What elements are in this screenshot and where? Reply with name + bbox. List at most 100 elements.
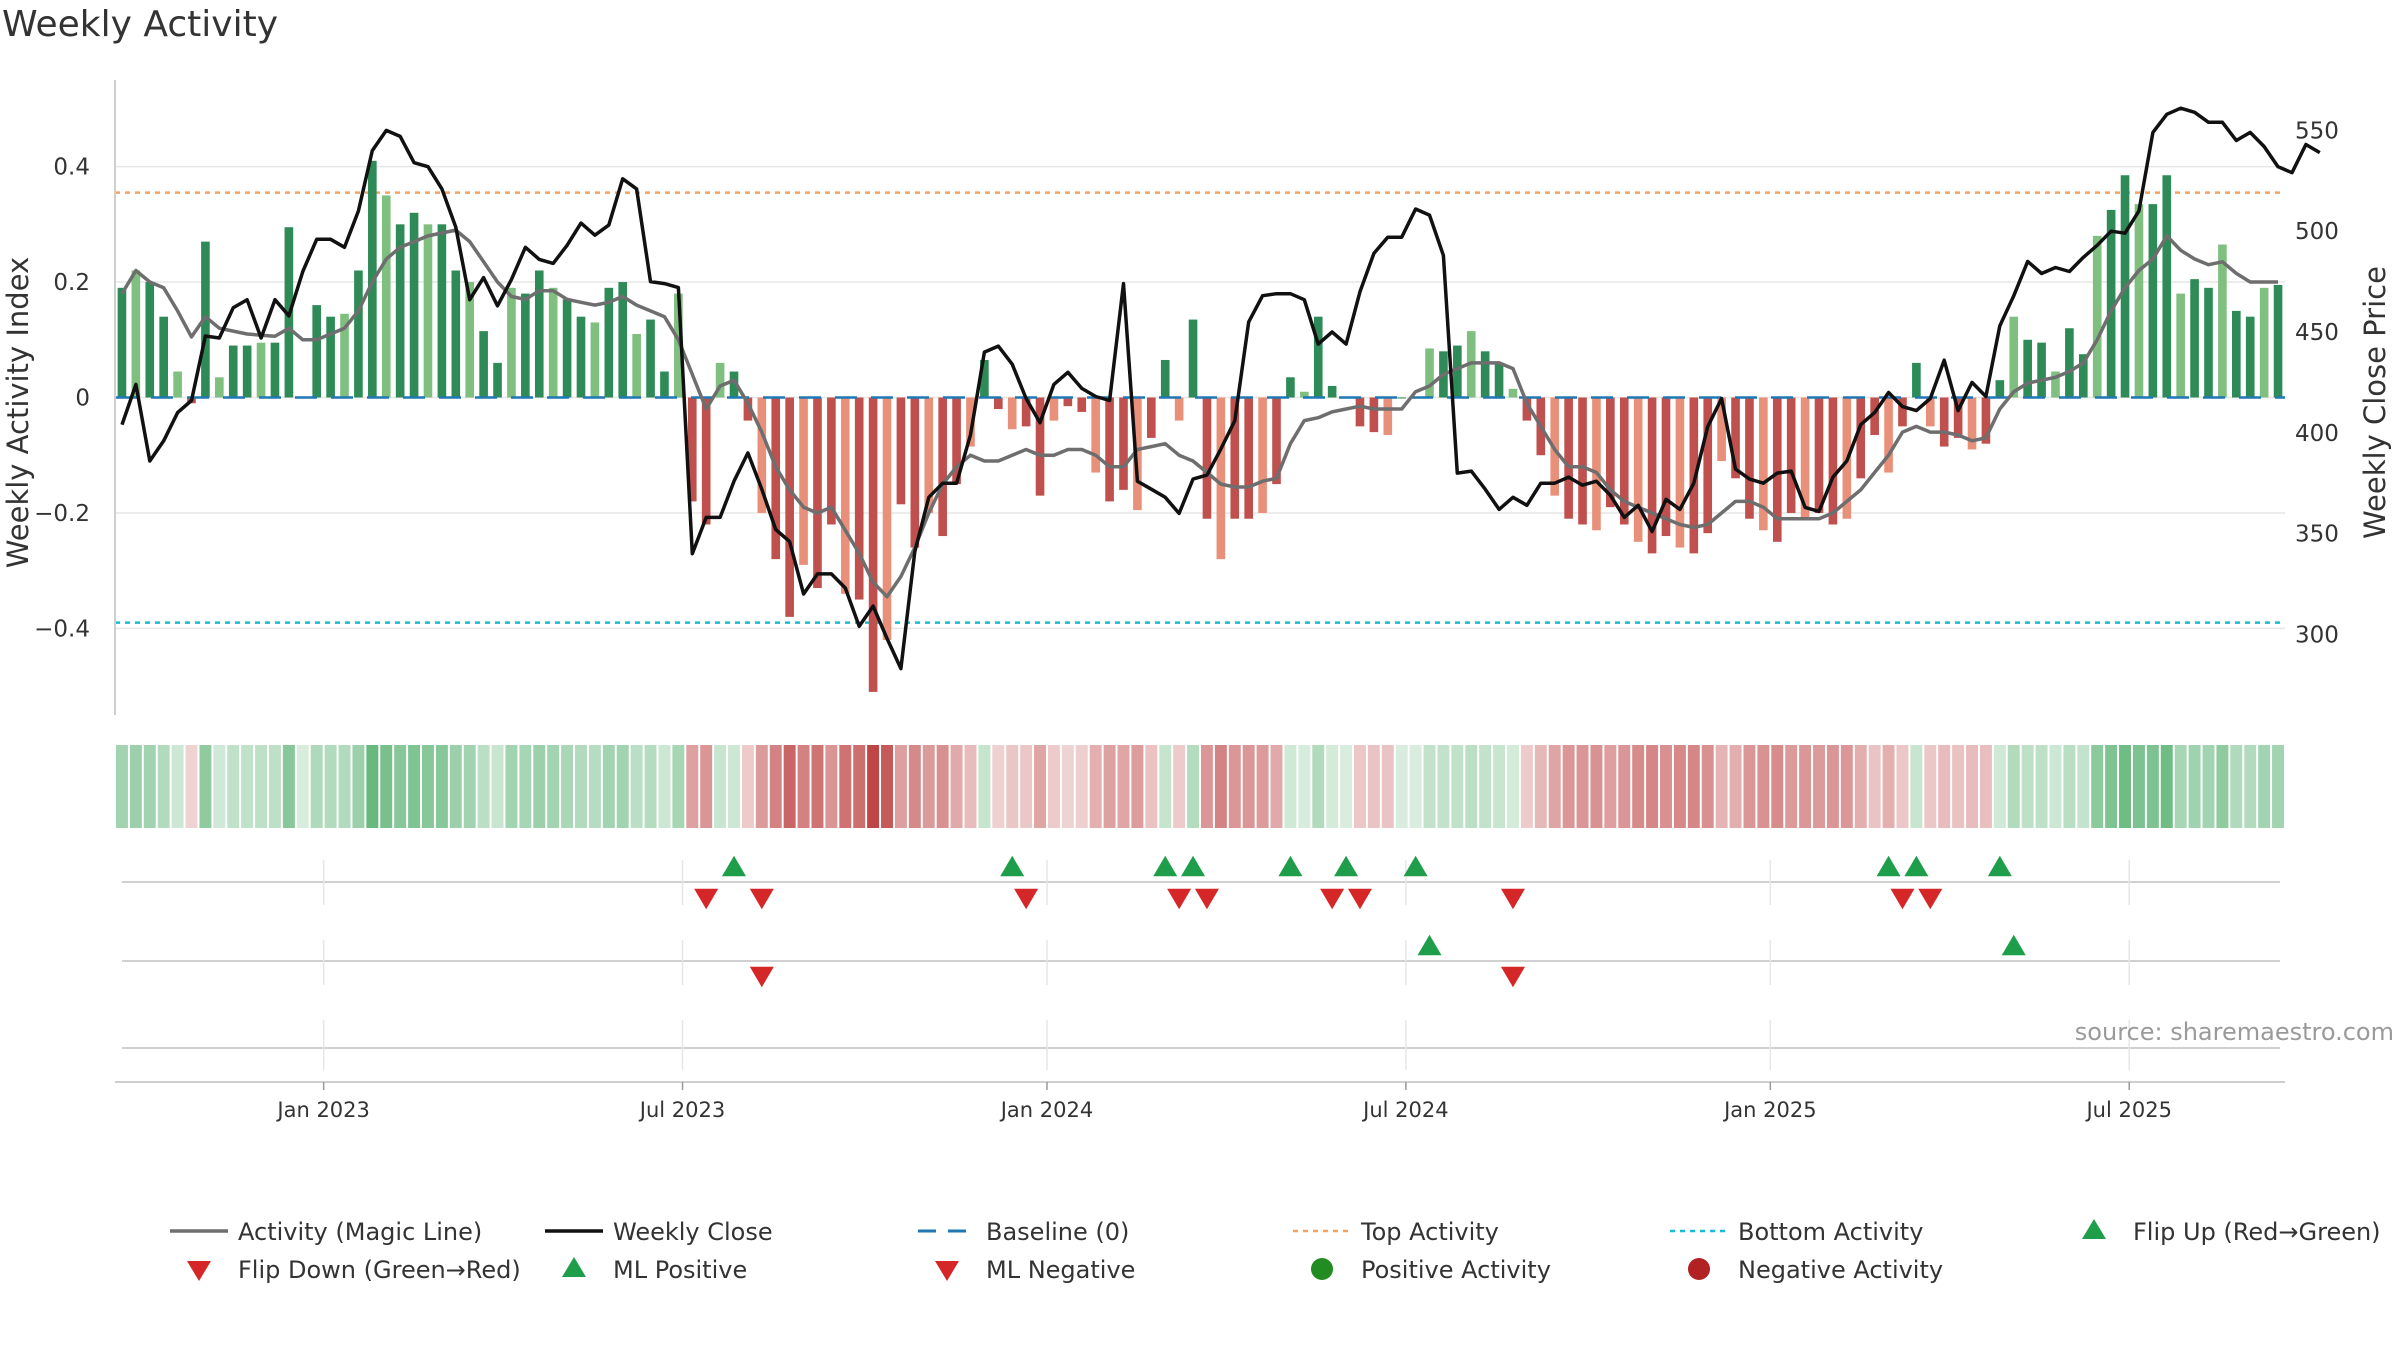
activity-bar [1578,397,1587,525]
heat-strip-cell [2146,745,2159,828]
heat-strip-cell [1493,745,1506,828]
activity-bar [1856,397,1866,479]
heat-strip-cell [408,745,421,828]
legend-item-magic: Activity (Magic Line) [170,1218,482,1246]
date-tick-label: Jan 2023 [275,1098,370,1122]
activity-bar [1313,316,1323,398]
heat-strip-cell [2132,745,2145,828]
legend-label: Activity (Magic Line) [238,1218,482,1246]
activity-bar [604,287,614,398]
activity-bar [1675,397,1685,548]
flip-up-marker [1278,855,1303,877]
flip-down-marker [1890,888,1915,910]
heat-strip-cell [1687,745,1700,828]
heat-strip-cell [588,745,601,828]
heat-strip-cell [1187,745,1200,828]
heat-strip-cell [1520,745,1533,828]
heat-strip-cell [1729,745,1742,828]
activity-bar [1508,388,1518,398]
activity-bar [256,342,266,398]
date-tick-label: Jul 2024 [1361,1098,1448,1122]
heat-strip-cell [1562,745,1575,828]
activity-bar [1606,397,1615,508]
activity-bar [2218,244,2227,398]
flip-down-marker [1500,888,1525,910]
legend-label: Bottom Activity [1738,1218,1923,1246]
activity-bar [646,319,655,398]
legend-swatch [187,1261,211,1281]
activity-bar [1160,359,1170,398]
activity-bar [924,397,934,513]
heat-strip-cell [2049,745,2062,828]
legend-item-negact: Negative Activity [1688,1256,1943,1284]
activity-bar [938,397,947,537]
heat-strip-cell [1882,745,1895,828]
activity-bar [701,397,711,525]
heat-strip-cell [1506,745,1519,828]
activity-bar [2176,293,2185,398]
activity-bar [1953,397,1963,438]
date-tick-label: Jan 2024 [999,1098,1094,1122]
right-axis-title: Weekly Close Price [2358,266,2392,539]
heat-strip-cell [1673,745,1686,828]
activity-bar [840,397,850,594]
activity-bar [1425,348,1434,398]
heat-strip-cell [296,745,309,828]
activity-bar [1369,397,1379,433]
heat-strip-cell [700,745,713,828]
activity-bar [1828,397,1838,525]
heat-strip-cell [616,745,629,828]
activity-bar [117,287,127,398]
heat-strip-cell [1326,745,1339,828]
activity-bar [1480,351,1490,398]
heat-strip-cell [1075,745,1088,828]
heat-strip-cell [143,745,156,828]
heat-strip-cell [268,745,281,828]
activity-bar [771,397,781,560]
heat-strip-cell [352,745,365,828]
date-tick-label: Jul 2025 [2084,1098,2171,1122]
heat-strip-cell [908,745,921,828]
activity-bar [423,224,433,398]
heat-strip-cell [1952,745,1965,828]
activity-bar [2134,204,2144,398]
activity-bar [1188,319,1198,398]
legend-label: ML Positive [613,1256,747,1284]
heat-strip-cell [894,745,907,828]
heat-strip-cell [1854,745,1867,828]
heat-strip-cell [1993,745,2006,828]
activity-bar [1814,397,1824,513]
activity-bar [548,287,558,398]
heat-strip-cell [338,745,351,828]
left-axis-title: Weekly Activity Index [1,257,35,568]
activity-bar [1939,397,1949,447]
activity-bar [687,397,697,502]
right-tick-label: 350 [2295,522,2339,548]
activity-bar [1870,397,1879,436]
activity-bar [1981,397,1991,444]
legend: Activity (Magic Line) Weekly Close Baselin… [170,1218,2381,1284]
activity-bar [215,377,224,398]
flip-down-marker [1320,888,1345,910]
heat-strip-cell [1910,745,1923,828]
heat-strip-cell [1660,745,1672,828]
activity-bar [1619,397,1629,525]
activity-bar [2190,279,2199,398]
activity-bar [312,305,322,398]
flip-up-marker [1153,855,1178,877]
legend-label: Weekly Close [613,1218,773,1246]
activity-bar [1898,397,1907,427]
activity-bar [1689,397,1699,554]
heat-strip-cell [1423,745,1436,828]
signal-markers [694,855,2026,988]
heat-strip-cell [825,745,838,828]
right-tick-label: 400 [2295,421,2339,447]
legend-item-mlpos: ML Positive [562,1256,747,1284]
heat-strip-cell [658,745,671,828]
legend-item-baseline: Baseline (0) [918,1218,1129,1246]
heat-strip-cell [602,745,615,828]
heat-strip-cell [435,745,448,828]
heat-strip-cell [1034,745,1047,828]
heat-strip-cell [449,745,462,828]
heat-strip-cell [519,745,532,828]
